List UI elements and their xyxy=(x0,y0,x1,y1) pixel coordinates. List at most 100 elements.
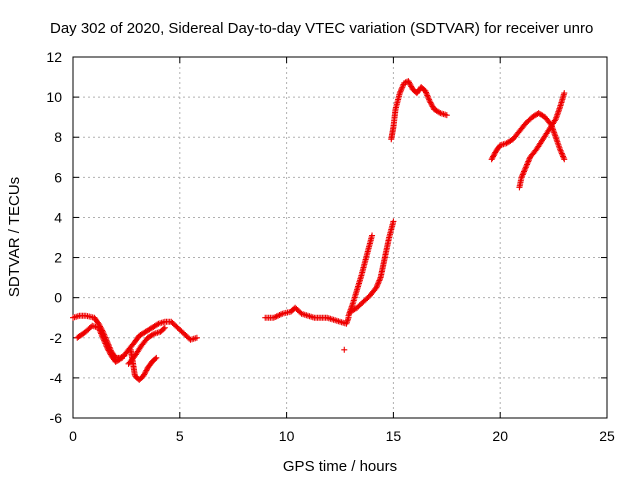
data-point xyxy=(407,82,414,89)
data-point xyxy=(524,161,531,168)
data-point xyxy=(103,343,110,350)
data-point xyxy=(101,337,108,344)
data-point xyxy=(488,156,495,163)
data-point xyxy=(519,171,526,178)
data-point xyxy=(99,334,106,341)
data-point xyxy=(140,372,147,379)
data-point xyxy=(369,232,376,239)
chart-title: Day 302 of 2020, Sidereal Day-to-day VTE… xyxy=(50,20,593,37)
data-point xyxy=(525,158,532,165)
data-point xyxy=(557,147,564,154)
data-point xyxy=(100,336,107,343)
x-axis-label: GPS time / hours xyxy=(283,458,397,475)
data-point xyxy=(101,339,108,346)
data-point xyxy=(519,172,526,179)
data-point xyxy=(396,90,403,97)
data-point xyxy=(424,92,431,99)
data-point xyxy=(561,156,568,163)
data-point xyxy=(341,346,348,353)
data-point xyxy=(98,331,105,338)
data-point xyxy=(95,324,102,331)
data-point xyxy=(422,88,429,95)
data-point xyxy=(489,154,496,161)
data-point xyxy=(522,164,529,171)
x-tick-label: 5 xyxy=(176,428,184,444)
data-point xyxy=(374,281,381,288)
data-point xyxy=(397,88,404,95)
data-point xyxy=(408,83,415,90)
data-point xyxy=(104,344,111,351)
data-point xyxy=(99,333,106,340)
data-point xyxy=(423,90,430,97)
data-point xyxy=(523,162,530,169)
data-point xyxy=(102,341,109,348)
y-tick-label: 10 xyxy=(46,89,62,105)
x-tick-label: 0 xyxy=(69,428,77,444)
data-point xyxy=(96,327,103,334)
x-tick-label: 10 xyxy=(279,428,295,444)
y-tick-label: 4 xyxy=(54,209,62,225)
data-point xyxy=(520,170,527,177)
data-point xyxy=(376,277,383,284)
data-point xyxy=(153,354,160,361)
data-point xyxy=(193,334,200,341)
data-point xyxy=(277,311,284,318)
x-axis-ticks: 0 5 10 15 20 25 xyxy=(69,57,615,444)
data-point xyxy=(429,103,436,110)
data-point xyxy=(98,330,105,337)
y-axis-label: SDTVAR / TECUs xyxy=(6,177,23,297)
data-point xyxy=(436,109,443,116)
data-point xyxy=(560,154,567,161)
data-point xyxy=(105,347,112,354)
data-point xyxy=(405,78,412,85)
data-point xyxy=(426,96,433,103)
data-point xyxy=(97,329,104,336)
data-point xyxy=(518,174,525,181)
x-tick-label: 25 xyxy=(599,428,615,444)
y-axis-ticks: -6 -4 -2 0 2 4 6 8 10 12 xyxy=(46,49,607,426)
data-point xyxy=(376,276,383,283)
data-point xyxy=(398,87,405,94)
data-point xyxy=(141,370,148,377)
data-point xyxy=(273,313,280,320)
data-point xyxy=(490,152,497,159)
data-points xyxy=(70,78,568,383)
data-point xyxy=(428,100,435,107)
data-point xyxy=(424,93,431,100)
y-tick-label: 6 xyxy=(54,169,62,185)
data-point xyxy=(561,90,568,97)
data-point xyxy=(142,368,149,375)
data-point xyxy=(559,151,566,158)
data-point xyxy=(560,153,567,160)
data-point xyxy=(398,85,405,92)
data-point xyxy=(522,165,529,172)
data-point xyxy=(525,157,532,164)
y-tick-label: -4 xyxy=(50,370,63,386)
data-point xyxy=(427,99,434,106)
x-tick-label: 15 xyxy=(386,428,402,444)
plot-frame xyxy=(72,56,608,419)
data-point xyxy=(406,80,413,87)
data-point xyxy=(106,348,113,355)
data-point xyxy=(272,314,279,321)
data-point xyxy=(96,326,103,333)
y-tick-label: 8 xyxy=(54,129,62,145)
data-point xyxy=(275,312,282,319)
data-point xyxy=(390,218,397,225)
data-point xyxy=(443,112,450,119)
data-point xyxy=(373,283,380,290)
data-point xyxy=(557,146,564,153)
data-point xyxy=(399,82,406,89)
data-point xyxy=(375,280,382,287)
data-point xyxy=(161,324,168,331)
data-point xyxy=(399,84,406,91)
data-point xyxy=(104,346,111,353)
data-point xyxy=(276,312,283,319)
data-point xyxy=(426,98,433,105)
data-point xyxy=(558,150,565,157)
y-tick-label: -6 xyxy=(50,410,63,426)
data-point xyxy=(491,150,498,157)
data-point xyxy=(154,321,161,328)
y-tick-label: 2 xyxy=(54,250,62,266)
